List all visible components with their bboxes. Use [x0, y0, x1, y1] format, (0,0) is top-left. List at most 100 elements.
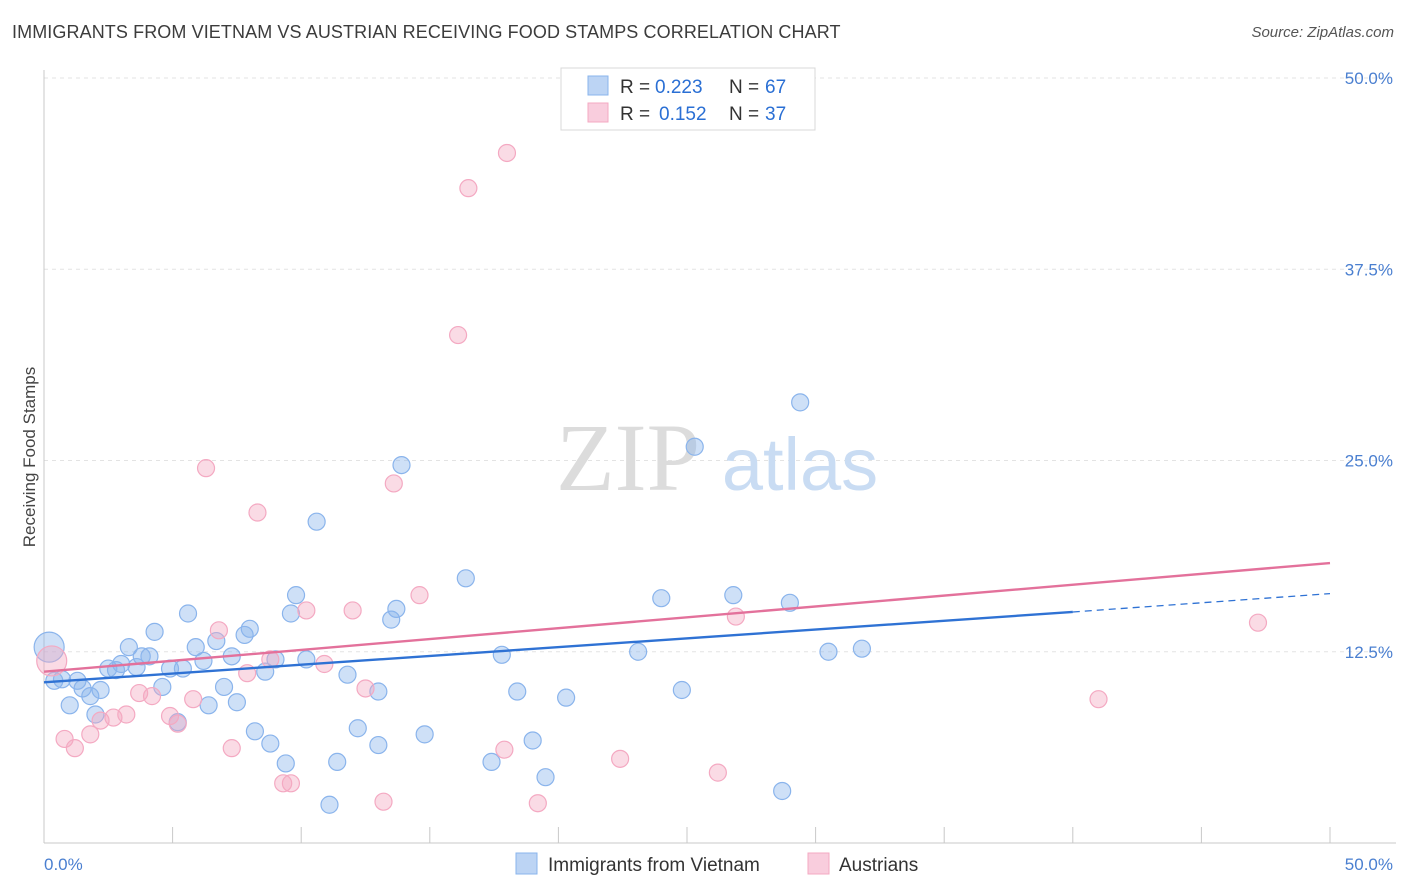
trend-line-vietnam: [43, 610, 1073, 684]
point-vietnam-17: [153, 677, 172, 697]
point-vietnam-56: [557, 688, 576, 707]
y-axis-title: Receiving Food Stamps: [20, 367, 39, 547]
point-austrians-18: [274, 774, 293, 793]
bottom-legend-label-vietnam: Immigrants from Vietnam: [548, 855, 760, 876]
legend-n-label-vietnam: N =: [729, 77, 759, 98]
point-vietnam-36: [281, 604, 301, 623]
point-vietnam-63: [780, 593, 799, 612]
point-vietnam-20: [173, 659, 192, 678]
y-tick-label-2: 37.5%: [1345, 260, 1393, 279]
point-vietnam-59: [672, 680, 691, 700]
legend-r-label-austrians: R =: [620, 104, 650, 125]
x-tick-label-0: 0.0%: [44, 855, 83, 874]
y-tick-label-1: 25.0%: [1345, 452, 1393, 471]
point-vietnam-62: [773, 781, 792, 801]
point-vietnam-48: [392, 455, 411, 475]
point-vietnam-65: [819, 642, 838, 661]
point-austrians-34: [726, 607, 745, 626]
point-vietnam-15: [140, 647, 159, 666]
point-austrians-8: [142, 687, 162, 706]
point-vietnam-44: [369, 735, 388, 755]
y-tick-label-0: 12.5%: [1345, 643, 1393, 662]
x-tick-labels: 0.0% 50.0%: [44, 855, 1393, 874]
legend-swatch-austrians: [587, 102, 609, 123]
trend-lines: [43, 561, 1331, 684]
point-vietnam-60: [685, 437, 704, 456]
point-vietnam-57: [629, 642, 648, 661]
legend-r-label-vietnam: R =: [620, 77, 650, 98]
point-vietnam-53: [508, 682, 527, 701]
point-austrians-11: [184, 690, 203, 709]
x-axis-ticks: [43, 827, 1331, 843]
point-vietnam-30: [240, 619, 259, 638]
point-vietnam-26: [214, 677, 234, 697]
series-austrians-points: [36, 143, 1268, 813]
watermark-atlas: atlas: [722, 423, 878, 506]
point-vietnam-28: [227, 693, 246, 712]
point-vietnam-40: [320, 795, 339, 814]
trend-line-austrians: [43, 561, 1331, 673]
watermark: ZIP atlas: [556, 404, 878, 511]
point-vietnam-47: [387, 599, 406, 619]
point-vietnam-25: [207, 631, 226, 651]
legend-swatch-vietnam: [587, 75, 609, 96]
point-vietnam-31: [245, 722, 265, 741]
point-vietnam-6: [81, 687, 100, 706]
gridlines: [44, 77, 1396, 653]
y-tick-labels: 12.5% 25.0% 37.5% 50.0%: [1345, 69, 1393, 662]
point-austrians-14: [222, 739, 241, 758]
point-vietnam-66: [852, 639, 871, 658]
point-vietnam-3: [60, 696, 79, 715]
point-austrians-35: [1089, 690, 1108, 709]
point-vietnam-61: [724, 586, 743, 605]
point-vietnam-22: [186, 638, 205, 657]
point-austrians-29: [495, 740, 514, 759]
point-vietnam-51: [482, 752, 501, 772]
point-vietnam-33: [261, 734, 280, 753]
chart-title: IMMIGRANTS FROM VIETNAM VS AUSTRIAN RECE…: [12, 22, 841, 42]
point-austrians-33: [708, 763, 727, 782]
point-vietnam-39: [307, 512, 326, 531]
point-austrians-24: [374, 792, 393, 811]
point-vietnam-49: [415, 725, 434, 744]
y-tick-label-3: 50.0%: [1345, 69, 1393, 88]
point-austrians-30: [497, 143, 517, 163]
point-vietnam-23: [194, 651, 213, 671]
bottom-legend-swatch-austrians: [807, 852, 830, 875]
watermark-zip: ZIP: [556, 404, 700, 511]
point-austrians-23: [356, 679, 375, 698]
point-vietnam-14: [132, 647, 151, 666]
legend-bottom: Immigrants from Vietnam Austrians: [515, 852, 918, 876]
point-austrians-10: [168, 714, 187, 733]
bottom-legend-swatch-vietnam: [515, 852, 538, 875]
point-vietnam-42: [338, 665, 357, 684]
point-vietnam-54: [523, 731, 542, 750]
point-austrians-9: [160, 706, 180, 726]
legend-top: R = 0.223 N = 67 R = 0.152 N = 37: [560, 67, 816, 131]
point-austrians-6: [117, 705, 136, 724]
point-austrians-19: [281, 774, 301, 793]
legend-n-value-vietnam: 67: [765, 77, 786, 98]
point-austrians-25: [384, 474, 403, 493]
point-vietnam-52: [492, 645, 511, 664]
bottom-legend-label-austrians: Austrians: [839, 855, 918, 876]
legend-n-label-austrians: N =: [729, 104, 759, 125]
point-austrians-16: [248, 503, 267, 522]
point-austrians-2: [65, 739, 84, 758]
point-vietnam-41: [328, 752, 347, 772]
point-austrians-27: [448, 325, 468, 345]
point-vietnam-37: [286, 586, 306, 605]
point-austrians-31: [528, 794, 547, 813]
point-austrians-32: [611, 749, 630, 768]
point-austrians-36: [1248, 613, 1268, 632]
point-vietnam-55: [536, 768, 555, 787]
legend-n-value-austrians: 37: [765, 104, 786, 125]
point-vietnam-8: [91, 680, 110, 700]
point-austrians-28: [459, 179, 478, 198]
point-austrians-22: [343, 601, 362, 620]
source-label: Source: ZipAtlas.com: [1251, 24, 1394, 41]
point-vietnam-64: [791, 393, 810, 412]
trend-line-vietnam-extension: [1072, 592, 1331, 613]
point-vietnam-46: [382, 610, 401, 629]
